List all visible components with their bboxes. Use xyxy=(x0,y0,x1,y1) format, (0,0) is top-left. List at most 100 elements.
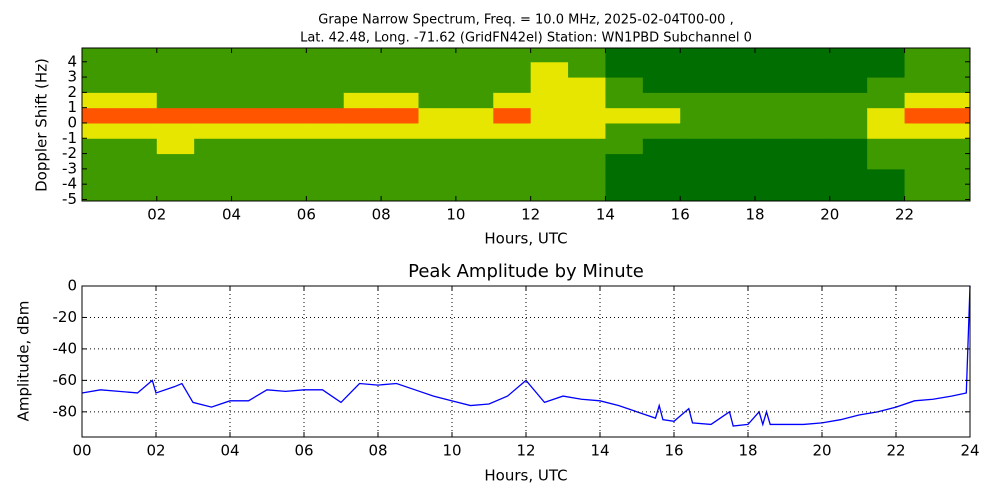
heatmap-cell xyxy=(642,48,681,63)
heatmap-cell xyxy=(156,153,195,170)
x-tick-label: 18 xyxy=(745,206,764,224)
heatmap-cell xyxy=(642,184,681,201)
y-tick-label: -4 xyxy=(62,175,77,193)
heatmap-cell xyxy=(306,61,345,78)
heatmap-cell xyxy=(680,107,719,124)
heatmap-cell xyxy=(717,168,756,185)
heatmap-cell xyxy=(82,61,120,78)
heatmap-cell xyxy=(343,184,382,201)
line xyxy=(81,285,971,427)
heatmap-cell xyxy=(755,184,793,201)
heatmap-cell xyxy=(343,92,382,109)
y-tick-label: 0 xyxy=(67,113,77,131)
heatmap-cell xyxy=(941,122,970,139)
heatmap-cell xyxy=(680,61,719,78)
heatmap-cell xyxy=(904,184,943,201)
y-tick-label: 0 xyxy=(67,277,77,295)
heatmap-cell xyxy=(829,92,868,109)
heatmap-cell xyxy=(680,122,719,139)
heatmap-cell xyxy=(941,168,970,185)
x-tick-label: 20 xyxy=(820,206,839,224)
heatmap-cell xyxy=(381,77,420,93)
heatmap-cell xyxy=(755,138,793,155)
heatmap-cell xyxy=(755,92,793,109)
heatmap-cell xyxy=(530,138,569,155)
heatmap-cell xyxy=(268,61,307,78)
heatmap-cell xyxy=(530,168,569,185)
heatmap-cell xyxy=(455,184,494,201)
heatmap-cell xyxy=(268,168,307,185)
x-tick-label: 10 xyxy=(442,442,461,460)
heatmap-cell xyxy=(568,92,606,109)
heatmap-cell xyxy=(493,107,532,124)
heatmap-cell xyxy=(642,107,681,124)
heatmap-cell xyxy=(829,77,868,93)
heatmap-cell xyxy=(605,168,644,185)
heatmap-cell xyxy=(194,61,233,78)
heatmap-cell xyxy=(717,107,756,124)
heatmap-cell xyxy=(268,107,307,124)
heatmap-cell xyxy=(381,138,420,155)
heatmap-cell xyxy=(306,107,345,124)
heatmap-cell xyxy=(680,153,719,170)
heatmap-cell xyxy=(904,153,943,170)
heatmap-cell xyxy=(680,184,719,201)
heatmap-cell xyxy=(904,168,943,185)
heatmap-cell xyxy=(867,107,906,124)
heatmap-cell xyxy=(642,122,681,139)
heatmap-cell xyxy=(605,48,644,63)
heatmap-cell xyxy=(343,107,382,124)
heatmap-cell xyxy=(381,153,420,170)
heatmap-cell xyxy=(867,48,906,63)
heatmap-cell xyxy=(642,61,681,78)
heatmap-cell xyxy=(755,61,793,78)
heatmap-cell xyxy=(268,48,307,63)
x-tick-label: 14 xyxy=(590,442,609,460)
heatmap-cell xyxy=(755,122,793,139)
heatmap-cell xyxy=(568,138,606,155)
heatmap-cell xyxy=(418,168,457,185)
heatmap-cell xyxy=(156,61,195,78)
heatmap-cell xyxy=(605,138,644,155)
heatmap-cell xyxy=(381,92,420,109)
heatmap-cell xyxy=(530,48,569,63)
heatmap-cell xyxy=(194,122,233,139)
heatmap-cell xyxy=(755,107,793,124)
heatmap-cell xyxy=(231,107,270,124)
heatmap-cell xyxy=(941,107,970,124)
heatmap-cell xyxy=(867,77,906,93)
heatmap-cell xyxy=(680,92,719,109)
heatmap-cell xyxy=(904,138,943,155)
heatmap-cell xyxy=(792,122,831,139)
heatmap-cell xyxy=(231,48,270,63)
heatmap-cell xyxy=(418,122,457,139)
heatmap-cell xyxy=(493,168,532,185)
heatmap-cell xyxy=(119,107,158,124)
heatmap-cell xyxy=(231,122,270,139)
heatmap-cell xyxy=(156,48,195,63)
heatmap-cell xyxy=(680,138,719,155)
heatmap-cell xyxy=(194,48,233,63)
heatmap-cell xyxy=(568,61,606,78)
heatmap-cell xyxy=(642,153,681,170)
y-axis-label: Amplitude, dBm xyxy=(15,301,33,422)
heatmap-cell xyxy=(792,48,831,63)
heatmap-cell xyxy=(717,92,756,109)
heatmap-cell xyxy=(119,92,158,109)
heatmap-cell xyxy=(156,168,195,185)
heatmap-cell xyxy=(867,122,906,139)
heatmap-cell xyxy=(829,48,868,63)
heatmap-cell xyxy=(568,184,606,201)
y-tick-label: -5 xyxy=(62,190,77,208)
heatmap-cell xyxy=(119,122,158,139)
heatmap-cell xyxy=(568,168,606,185)
heatmap-cell xyxy=(82,184,120,201)
chart-title: Peak Amplitude by Minute xyxy=(408,261,644,282)
heatmap-cell xyxy=(194,107,233,124)
heatmap-cell xyxy=(343,138,382,155)
heatmap-cell xyxy=(455,122,494,139)
chart-title: Grape Narrow Spectrum, Freq. = 10.0 MHz,… xyxy=(318,13,733,28)
heatmap-cell xyxy=(941,48,970,63)
